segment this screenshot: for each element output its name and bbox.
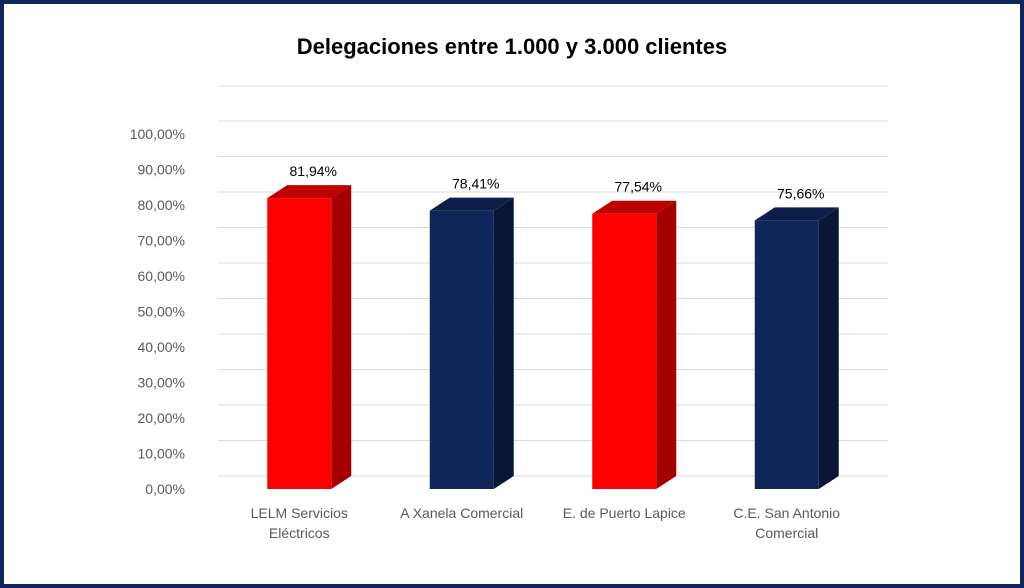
x-category-label: Comercial — [755, 525, 818, 541]
y-tick-label: 40,00% — [138, 339, 185, 355]
y-tick-label: 80,00% — [138, 197, 185, 213]
bar-side — [493, 197, 514, 489]
data-label: 75,66% — [777, 185, 824, 201]
y-tick-label: 30,00% — [138, 375, 185, 391]
bar — [429, 210, 494, 489]
y-tick-label: 90,00% — [138, 162, 185, 178]
y-tick-label: 0,00% — [145, 481, 185, 497]
bar — [592, 213, 657, 489]
y-tick-label: 70,00% — [138, 233, 185, 249]
y-tick-label: 20,00% — [138, 410, 185, 426]
data-label: 81,94% — [290, 163, 337, 179]
bar-top — [754, 207, 839, 221]
data-label: 77,54% — [615, 179, 662, 195]
x-category-label: A Xanela Comercial — [400, 505, 523, 521]
x-category-label: C.E. San Antonio — [733, 505, 840, 521]
bar-side — [818, 207, 839, 490]
bar — [754, 220, 819, 490]
bar-side — [331, 185, 352, 489]
y-tick-label: 50,00% — [138, 304, 185, 320]
x-category-label: Eléctricos — [269, 525, 330, 541]
bar-top — [429, 197, 514, 211]
x-category-label: E. de Puerto Lapice — [563, 505, 686, 521]
bar-top — [267, 185, 352, 199]
y-tick-label: 100,00% — [130, 126, 185, 142]
chart-title: Delegaciones entre 1.000 y 3.000 cliente… — [296, 34, 728, 59]
bar — [267, 198, 332, 489]
x-category-label: LELM Servicios — [251, 505, 348, 521]
bar-top — [592, 200, 677, 214]
data-label: 78,41% — [452, 176, 499, 192]
y-tick-label: 60,00% — [138, 268, 185, 284]
y-tick-label: 10,00% — [138, 446, 185, 462]
bar-side — [656, 200, 677, 489]
